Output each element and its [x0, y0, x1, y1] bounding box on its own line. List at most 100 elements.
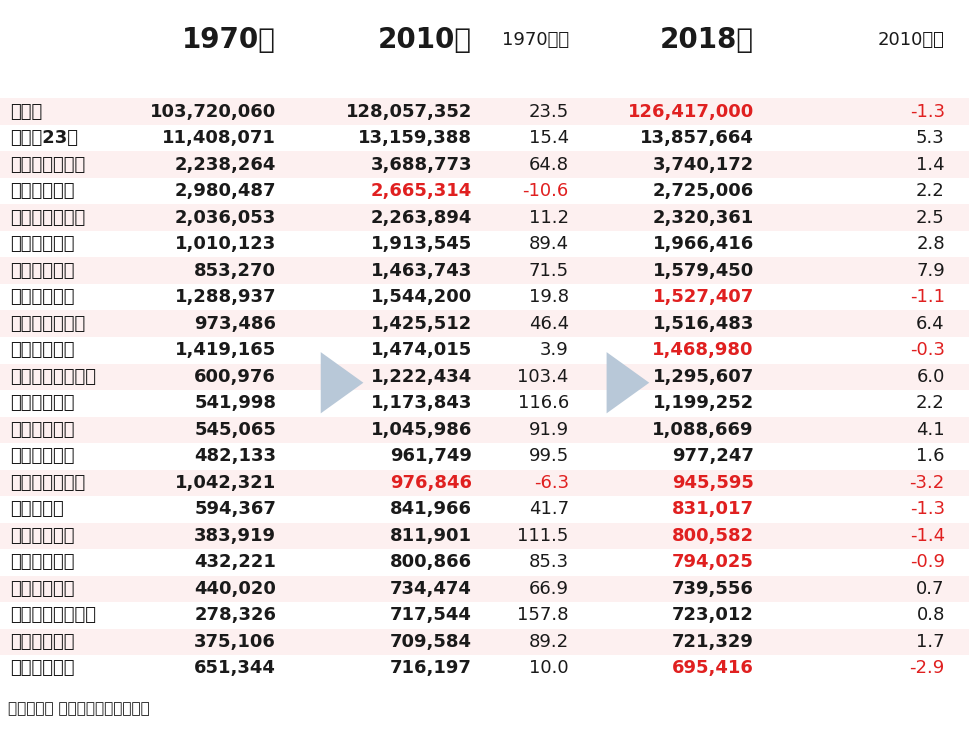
Text: 91.9: 91.9 — [529, 421, 569, 439]
Text: 2.8: 2.8 — [916, 235, 945, 253]
FancyBboxPatch shape — [0, 549, 969, 576]
Text: 89.4: 89.4 — [529, 235, 569, 253]
Text: 541,998: 541,998 — [194, 394, 276, 413]
Text: 545,065: 545,065 — [195, 421, 276, 439]
Text: 973,486: 973,486 — [194, 315, 276, 332]
Text: 66.9: 66.9 — [529, 580, 569, 598]
Text: 福岡県北九州市: 福岡県北九州市 — [10, 474, 85, 492]
FancyBboxPatch shape — [0, 364, 969, 390]
Text: 千葉県千葉市: 千葉県千葉市 — [10, 448, 75, 465]
Text: 717,544: 717,544 — [391, 607, 472, 624]
Text: 1,468,980: 1,468,980 — [652, 341, 754, 359]
Text: 熊本県熊本市: 熊本県熊本市 — [10, 580, 75, 598]
Text: 594,367: 594,367 — [195, 500, 276, 518]
Text: 1,425,512: 1,425,512 — [371, 315, 472, 332]
Text: 大阪府堺市: 大阪府堺市 — [10, 500, 63, 518]
FancyBboxPatch shape — [0, 257, 969, 284]
Text: 2,238,264: 2,238,264 — [174, 156, 276, 174]
Text: 愛知県名古屋市: 愛知県名古屋市 — [10, 208, 85, 227]
Text: 1,222,434: 1,222,434 — [371, 367, 472, 386]
Text: 1,419,165: 1,419,165 — [175, 341, 276, 359]
Text: 神奈川県相模原市: 神奈川県相模原市 — [10, 607, 96, 624]
FancyBboxPatch shape — [0, 98, 969, 125]
Text: -2.9: -2.9 — [910, 659, 945, 677]
Text: 2.2: 2.2 — [916, 394, 945, 413]
Text: 71.5: 71.5 — [529, 262, 569, 280]
Text: 3,740,172: 3,740,172 — [653, 156, 754, 174]
Text: 兵庫県神戸市: 兵庫県神戸市 — [10, 288, 75, 306]
Text: 278,326: 278,326 — [194, 607, 276, 624]
Text: 5.3: 5.3 — [916, 129, 945, 147]
Text: 721,329: 721,329 — [672, 633, 754, 651]
Text: 2018年: 2018年 — [660, 26, 754, 54]
Text: 1970年比: 1970年比 — [502, 31, 569, 49]
Polygon shape — [607, 352, 649, 413]
Text: 695,416: 695,416 — [672, 659, 754, 677]
FancyBboxPatch shape — [0, 284, 969, 311]
Text: 482,133: 482,133 — [194, 448, 276, 465]
Text: 811,901: 811,901 — [390, 527, 472, 545]
Text: 961,749: 961,749 — [391, 448, 472, 465]
Text: 19.8: 19.8 — [529, 288, 569, 306]
Text: 2010年比: 2010年比 — [878, 31, 945, 49]
Text: 1,199,252: 1,199,252 — [653, 394, 754, 413]
Text: 111.5: 111.5 — [517, 527, 569, 545]
Text: 岡山県岡山市: 岡山県岡山市 — [10, 633, 75, 651]
Text: -0.3: -0.3 — [910, 341, 945, 359]
Text: 1.7: 1.7 — [916, 633, 945, 651]
Text: 1.4: 1.4 — [916, 156, 945, 174]
Text: 976,846: 976,846 — [390, 474, 472, 492]
Text: 375,106: 375,106 — [195, 633, 276, 651]
Text: 1970年: 1970年 — [182, 26, 276, 54]
Polygon shape — [321, 352, 363, 413]
Text: 3.9: 3.9 — [540, 341, 569, 359]
Text: 432,221: 432,221 — [195, 553, 276, 572]
Text: 103.4: 103.4 — [517, 367, 569, 386]
Text: 734,474: 734,474 — [391, 580, 472, 598]
Text: 800,582: 800,582 — [672, 527, 754, 545]
FancyBboxPatch shape — [0, 231, 969, 257]
Text: 709,584: 709,584 — [390, 633, 472, 651]
Text: -1.3: -1.3 — [910, 500, 945, 518]
FancyBboxPatch shape — [0, 311, 969, 337]
Text: 128,057,352: 128,057,352 — [346, 103, 472, 121]
FancyBboxPatch shape — [0, 602, 969, 628]
Text: 6.4: 6.4 — [916, 315, 945, 332]
FancyBboxPatch shape — [0, 204, 969, 231]
Text: 神奈川県川崎市: 神奈川県川崎市 — [10, 315, 85, 332]
Text: -10.6: -10.6 — [522, 182, 569, 200]
Text: 2,320,361: 2,320,361 — [653, 208, 754, 227]
Text: 新潟県新潟市: 新潟県新潟市 — [10, 527, 75, 545]
Text: 1,463,743: 1,463,743 — [371, 262, 472, 280]
Text: 1,474,015: 1,474,015 — [371, 341, 472, 359]
Text: 厚生労働省 人口動態調査より引用: 厚生労働省 人口動態調査より引用 — [8, 701, 149, 716]
FancyBboxPatch shape — [0, 443, 969, 469]
Text: -6.3: -6.3 — [534, 474, 569, 492]
Text: 103,720,060: 103,720,060 — [150, 103, 276, 121]
FancyBboxPatch shape — [0, 390, 969, 416]
Text: 2.2: 2.2 — [916, 182, 945, 200]
Text: 853,270: 853,270 — [194, 262, 276, 280]
Text: 13,159,388: 13,159,388 — [358, 129, 472, 147]
Text: 600,976: 600,976 — [195, 367, 276, 386]
Text: 41.7: 41.7 — [529, 500, 569, 518]
FancyBboxPatch shape — [0, 337, 969, 364]
Text: 1,045,986: 1,045,986 — [370, 421, 472, 439]
Text: 静岡県静岡市: 静岡県静岡市 — [10, 659, 75, 677]
Text: -1.1: -1.1 — [910, 288, 945, 306]
Text: 7.9: 7.9 — [916, 262, 945, 280]
Text: 2,665,314: 2,665,314 — [371, 182, 472, 200]
Text: 15.4: 15.4 — [529, 129, 569, 147]
Text: -0.9: -0.9 — [910, 553, 945, 572]
Text: 1,579,450: 1,579,450 — [653, 262, 754, 280]
Text: 静岡県浜松市: 静岡県浜松市 — [10, 553, 75, 572]
Text: 945,595: 945,595 — [672, 474, 754, 492]
Text: 89.2: 89.2 — [529, 633, 569, 651]
Text: 1,010,123: 1,010,123 — [175, 235, 276, 253]
Text: 2,036,053: 2,036,053 — [175, 208, 276, 227]
Text: 1,173,843: 1,173,843 — [370, 394, 472, 413]
Text: 23.5: 23.5 — [528, 103, 569, 121]
Text: 1,913,545: 1,913,545 — [371, 235, 472, 253]
FancyBboxPatch shape — [0, 523, 969, 549]
Text: 4.1: 4.1 — [916, 421, 945, 439]
